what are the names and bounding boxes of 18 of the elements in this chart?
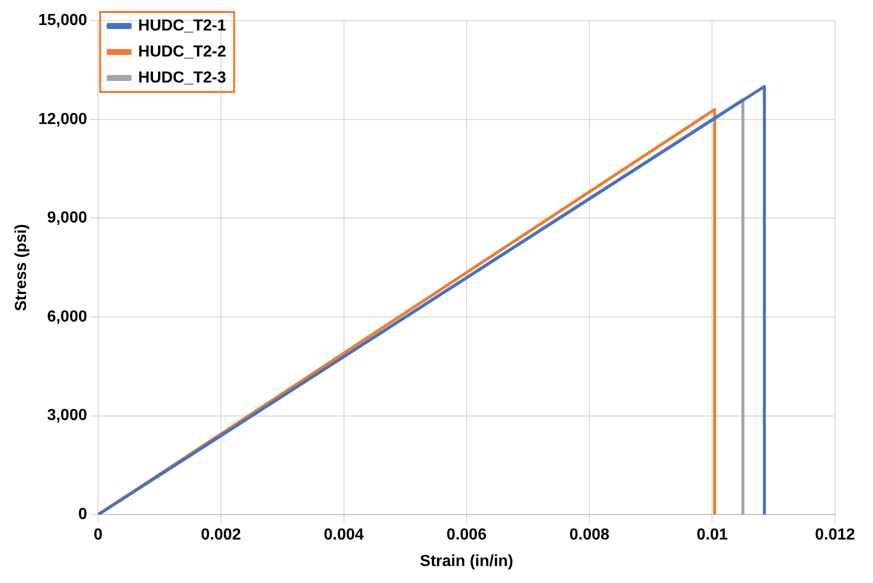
y-tick-label: 9,000: [47, 210, 88, 227]
y-tick-label: 3,000: [47, 407, 88, 424]
x-tick-label: 0.004: [324, 526, 364, 544]
x-tick-label: 0.008: [569, 526, 610, 544]
y-tick-label: 0: [78, 506, 88, 524]
x-tick-label: 0.002: [200, 526, 242, 544]
x-tick-label: 0.012: [814, 526, 856, 544]
x-tick-label: 0.01: [696, 526, 728, 544]
legend-label: HUDC_T2-3: [138, 69, 226, 86]
y-tick-label: 12,000: [38, 110, 88, 128]
y-tick-label: 6,000: [47, 308, 88, 326]
legend-label: HUDC_T2-2: [138, 43, 226, 60]
x-tick-label: 0: [94, 526, 103, 544]
x-tick-label: 0.006: [446, 526, 487, 544]
y-tick-label: 15,000: [38, 12, 88, 30]
legend-label: HUDC_T2-1: [138, 17, 226, 34]
x-axis-title: Strain (in/in): [420, 552, 514, 570]
y-axis-title: Stress (psi): [13, 224, 30, 312]
